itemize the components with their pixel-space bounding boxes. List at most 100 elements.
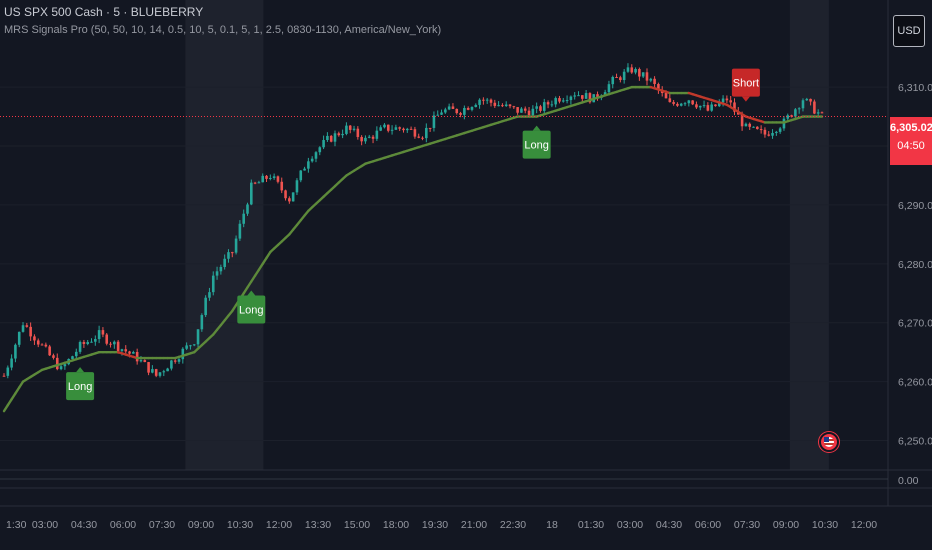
x-tick-label: 06:00 [110,519,136,531]
candle-body [470,106,474,110]
candle-body [196,329,200,345]
candle-body [322,140,325,148]
candle-body [219,266,223,272]
candle-body [512,106,516,108]
candle-body [676,103,679,106]
candle-body [721,98,725,103]
candle-body [398,127,401,129]
candle-body [554,98,557,105]
candle-body [542,102,546,111]
candle-body [756,126,759,130]
candle-body [622,71,626,81]
candle-body [177,359,181,362]
x-tick-label: 01:30 [578,519,604,531]
candle-body [816,112,820,114]
candle-body [527,110,531,116]
current-price-value: 6,305.02 [890,122,932,134]
candle-body [664,93,668,99]
currency-button[interactable]: USD [893,15,925,47]
candle-body [223,258,226,267]
time-axis[interactable]: 1:30 03:00 04:30 06:00 07:30 09:00 10:30 12:00 1… [0,505,932,531]
candle-body [2,375,6,377]
candle-body [459,113,462,115]
candle-body [230,252,234,254]
candle-body [485,99,489,101]
indicator-legend[interactable]: MRS Signals Pro (50, 50, 10, 14, 0.5, 10… [4,24,442,36]
candlestick-series [2,63,824,379]
signal-box [731,68,760,97]
candle-body [307,161,310,169]
candle-body [109,343,112,345]
price-axis[interactable]: 6,250.00 6,260.00 6,270.00 6,280.00 6,290.00… [887,0,932,506]
candle-body [52,355,55,358]
candle-body [215,271,219,276]
candle-body [367,136,371,138]
candle-body [204,297,207,316]
current-price-label: 6,305.02 04:50 [890,117,932,165]
candle-body [679,103,683,106]
candle-body [535,106,538,109]
candle-body [649,78,653,81]
x-tick-label: 18 [546,519,558,531]
candle-body [371,136,375,139]
candle-body [630,67,634,73]
us-flag-icon[interactable] [819,432,839,452]
symbol-title[interactable]: US SPX 500 Cash · 5 · BLUEBERRY [4,5,204,19]
candle-body [82,342,86,344]
candle-body [154,369,158,376]
candle-body [120,349,124,351]
candle-body [797,108,801,110]
long-signal[interactable]: Long [66,367,95,401]
candle-body [463,108,466,115]
candle-body [775,131,778,133]
candle-body [523,108,527,111]
candle-body [794,109,797,117]
candle-body [17,331,21,345]
candle-body [192,344,196,346]
y-tick-label: 6,270.00 [898,318,932,330]
candle-body [318,147,322,153]
long-signal[interactable]: Long [522,125,551,159]
candle-body [284,190,287,199]
candle-body [638,69,641,77]
candle-body [596,94,599,98]
candle-body [539,106,542,111]
candle-body [295,180,299,193]
candle-body [105,334,109,344]
signal-markers[interactable]: Long Long Long Short [66,68,760,401]
signal-box [237,295,266,324]
candle-body [733,102,736,112]
candle-body [208,292,211,298]
candle-body [253,182,257,184]
candle-body [474,104,478,107]
candle-body [269,177,272,179]
long-signal[interactable]: Long [237,290,266,324]
candle-body [717,102,721,107]
candle-body [504,104,508,107]
signal-label: Long [524,140,548,152]
candle-body [238,223,242,239]
candle-body [113,341,116,345]
short-signal[interactable]: Short [731,68,760,102]
candle-body [478,99,481,105]
candle-body [482,99,485,101]
candle-body [288,198,291,202]
candle-body [752,126,755,128]
candle-body [425,127,428,139]
x-tick-label: 09:00 [773,519,799,531]
candle-body [744,123,748,127]
candle-body [645,72,649,81]
candle-body [352,128,356,130]
candle-body [634,69,637,73]
candle-body [668,98,672,103]
candle-body [619,77,622,81]
x-tick-label: 18:00 [383,519,409,531]
candle-body [657,84,660,91]
candle-body [695,104,698,108]
x-tick-label: 22:30 [500,519,526,531]
candle-body [234,238,238,253]
candle-body [790,115,793,117]
signal-box [522,130,551,159]
candle-body [683,103,687,105]
